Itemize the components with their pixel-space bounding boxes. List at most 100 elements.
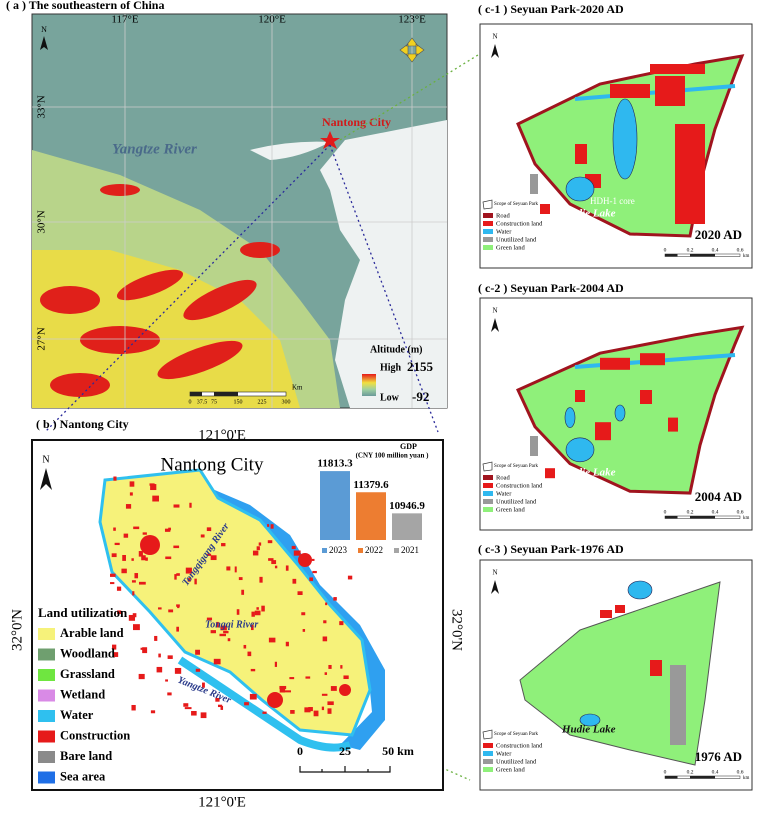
patch xyxy=(189,502,192,508)
patch xyxy=(111,553,117,558)
patch xyxy=(262,711,267,714)
legend-swatch xyxy=(483,767,493,772)
patch xyxy=(244,702,249,706)
panel-c-group: ( c-1 ) Seyuan Park-2020 AD N HDH-1 core Hu… xyxy=(478,2,753,791)
legend-swatch xyxy=(483,491,493,496)
patch xyxy=(122,554,126,561)
patch xyxy=(142,647,148,654)
patch xyxy=(113,527,116,531)
scale-bar-body xyxy=(665,516,678,519)
construction xyxy=(545,468,555,479)
patch xyxy=(347,575,353,580)
legend-low: Low xyxy=(380,392,400,403)
legend-label: Road xyxy=(496,212,510,219)
scale-unit: km xyxy=(743,254,750,259)
patch xyxy=(238,577,243,581)
patch xyxy=(292,578,297,584)
legend-label: Green land xyxy=(496,766,525,773)
patch xyxy=(191,710,197,716)
scale-unit: km xyxy=(743,516,750,521)
scope-label: Scope of Seyuan Park xyxy=(494,464,539,469)
scale-label: 0 xyxy=(189,399,192,405)
patch xyxy=(207,553,212,556)
patch xyxy=(123,533,129,538)
patch xyxy=(206,527,212,532)
lat-label: 33°N xyxy=(36,95,48,118)
water xyxy=(627,580,653,600)
legend-label: Construction land xyxy=(496,742,543,749)
patch xyxy=(158,607,162,610)
construction xyxy=(600,357,630,370)
patch xyxy=(291,545,296,550)
unutilized xyxy=(530,436,538,456)
legend-swatch xyxy=(38,730,55,743)
construction xyxy=(640,353,665,366)
legend-swatch xyxy=(394,548,399,553)
north-arrow xyxy=(491,44,499,58)
patch xyxy=(114,542,120,546)
legend-title: Altitude (m) xyxy=(370,344,423,355)
legend-swatch xyxy=(483,483,493,488)
legend: Arable land Woodland Grassland Wetland Water… xyxy=(38,626,130,784)
patch xyxy=(261,605,265,612)
year-label: 2004 AD xyxy=(695,489,742,504)
patch xyxy=(184,707,192,710)
yangtze xyxy=(177,656,352,752)
patch xyxy=(251,611,255,617)
panel-title: ( c-3 ) Seyuan Park-1976 AD xyxy=(478,542,624,556)
patch xyxy=(301,612,306,616)
patch xyxy=(256,607,259,610)
patch xyxy=(176,573,180,576)
patch xyxy=(327,701,334,706)
construction xyxy=(575,144,587,164)
patch xyxy=(215,697,220,702)
water xyxy=(579,713,601,727)
panel-b: ( b ) Nantong City 121°0'E 121°0'E 32°0'… xyxy=(9,417,464,811)
patch xyxy=(131,704,136,711)
patch xyxy=(185,567,192,574)
scale-label: 0.4 xyxy=(712,509,719,515)
patch xyxy=(133,624,140,631)
construction xyxy=(600,610,612,618)
scale-label: 225 xyxy=(258,399,267,405)
patch xyxy=(271,560,277,565)
legend-swatch xyxy=(38,648,55,661)
scale-label: 25 xyxy=(339,744,351,758)
patch xyxy=(267,540,273,544)
panel-title: ( b ) Nantong City xyxy=(36,417,129,431)
scale-bar-body xyxy=(665,254,678,257)
unutilized xyxy=(530,174,538,194)
patch xyxy=(174,574,177,580)
patch xyxy=(267,524,270,527)
patch xyxy=(221,543,226,547)
patch xyxy=(154,635,158,641)
construction xyxy=(640,390,652,404)
patch xyxy=(112,644,117,650)
legend-label: Bare land xyxy=(60,749,112,763)
patch xyxy=(322,636,328,642)
scale-label: 75 xyxy=(211,399,217,405)
patch xyxy=(279,685,287,690)
patch xyxy=(142,532,147,535)
panel-title: ( c-2 ) Seyuan Park-2004 AD xyxy=(478,281,624,295)
legend-label: 2022 xyxy=(365,545,383,555)
value-label: 10946.9 xyxy=(389,500,425,512)
patch xyxy=(312,570,317,574)
bar xyxy=(392,513,422,540)
legend-swatch xyxy=(38,689,55,702)
patch xyxy=(285,565,289,571)
patch xyxy=(168,527,171,531)
patch xyxy=(325,602,328,606)
patch xyxy=(328,664,332,669)
legend-label: Water xyxy=(496,750,512,757)
bar xyxy=(356,492,386,540)
lake-label: Hudie Lake xyxy=(561,208,616,220)
nantong-land xyxy=(98,468,372,737)
patch xyxy=(313,710,319,717)
patch xyxy=(173,504,180,508)
sea xyxy=(320,120,447,408)
patch xyxy=(164,528,171,532)
legend-swatch xyxy=(38,771,55,784)
legend-high: High xyxy=(380,362,402,373)
